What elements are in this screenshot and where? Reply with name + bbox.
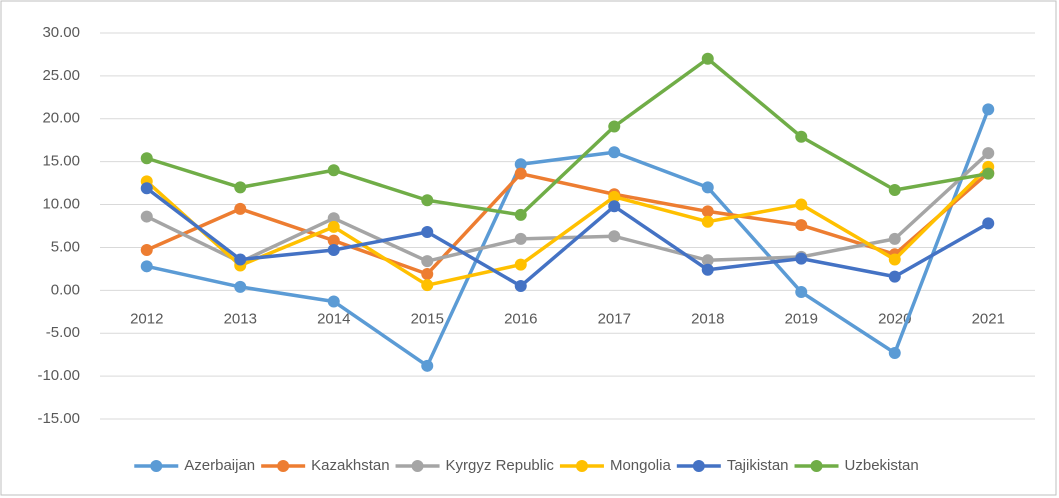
data-point bbox=[888, 346, 901, 359]
data-point bbox=[795, 252, 808, 265]
y-tick-label: 5.00 bbox=[51, 238, 80, 255]
data-point bbox=[140, 210, 153, 223]
data-point bbox=[701, 205, 714, 218]
data-point bbox=[140, 244, 153, 257]
x-tick-label: 2017 bbox=[598, 310, 631, 327]
y-tick-label: 10.00 bbox=[42, 196, 80, 213]
series-line bbox=[145, 165, 990, 287]
data-point bbox=[514, 167, 527, 180]
data-point bbox=[701, 263, 714, 276]
legend-label: Kazakhstan bbox=[311, 457, 389, 474]
series-line bbox=[146, 171, 990, 276]
data-point bbox=[327, 234, 340, 247]
data-point bbox=[701, 181, 714, 194]
legend: Azerbaijan Kazakhstan Kyrgyz Republic Mongo… bbox=[134, 457, 919, 474]
data-point bbox=[888, 232, 901, 245]
data-point bbox=[234, 280, 247, 293]
data-point bbox=[795, 130, 808, 143]
y-tick-label: 20.00 bbox=[42, 110, 80, 127]
data-point bbox=[795, 219, 808, 232]
data-point bbox=[514, 158, 527, 171]
data-point bbox=[421, 279, 434, 292]
x-tick-label: 2018 bbox=[691, 310, 724, 327]
data-point bbox=[608, 146, 621, 159]
y-tick-label: -15.00 bbox=[37, 410, 80, 427]
data-point bbox=[327, 295, 340, 308]
x-tick-label: 2016 bbox=[504, 310, 537, 327]
legend-label: Tajikistan bbox=[727, 457, 789, 474]
data-point bbox=[888, 253, 901, 266]
data-point bbox=[514, 280, 527, 293]
series-line bbox=[146, 108, 990, 368]
legend-swatch-marker bbox=[277, 460, 290, 472]
x-tick-label: 2013 bbox=[224, 310, 257, 327]
data-point bbox=[234, 181, 247, 194]
data-point bbox=[888, 183, 901, 196]
x-tick-label: 2021 bbox=[972, 310, 1005, 327]
data-point bbox=[234, 202, 247, 215]
data-point bbox=[421, 255, 434, 268]
data-point bbox=[421, 194, 434, 207]
data-point bbox=[140, 260, 153, 273]
data-point bbox=[701, 215, 714, 228]
y-tick-label: -10.00 bbox=[37, 367, 80, 384]
legend-swatch-marker bbox=[810, 460, 823, 472]
data-point bbox=[608, 200, 621, 213]
data-point bbox=[421, 226, 434, 239]
legend-label: Mongolia bbox=[610, 457, 672, 474]
x-tick-label: 2019 bbox=[785, 310, 818, 327]
data-point bbox=[421, 268, 434, 281]
data-point bbox=[327, 164, 340, 177]
series-line bbox=[145, 151, 990, 264]
x-tick-label: 2012 bbox=[130, 310, 163, 327]
legend-label: Kyrgyz Republic bbox=[446, 457, 555, 474]
data-point bbox=[421, 359, 434, 372]
legend-swatch-marker bbox=[575, 460, 588, 472]
data-point bbox=[327, 220, 340, 233]
y-tick-label: 0.00 bbox=[51, 281, 80, 298]
legend-label: Azerbaijan bbox=[184, 457, 255, 474]
data-point bbox=[327, 244, 340, 257]
y-tick-label: 15.00 bbox=[42, 153, 80, 170]
data-point bbox=[608, 230, 621, 243]
data-point bbox=[795, 286, 808, 299]
legend-swatch-marker bbox=[692, 460, 705, 472]
data-point bbox=[701, 52, 714, 65]
x-tick-label: 2014 bbox=[317, 310, 350, 327]
data-point bbox=[140, 152, 153, 165]
y-tick-label: 25.00 bbox=[42, 67, 80, 84]
data-point bbox=[701, 254, 714, 267]
data-point bbox=[608, 120, 621, 133]
data-point bbox=[514, 208, 527, 221]
x-tick-label: 2015 bbox=[411, 310, 444, 327]
legend-swatch-marker bbox=[150, 460, 163, 472]
data-point bbox=[234, 253, 247, 266]
data-point bbox=[795, 198, 808, 211]
data-point bbox=[888, 270, 901, 283]
data-point bbox=[514, 258, 527, 271]
data-point bbox=[514, 232, 527, 245]
series-line bbox=[146, 56, 989, 217]
data-point bbox=[982, 103, 995, 116]
data-point bbox=[140, 182, 153, 195]
y-tick-label: -5.00 bbox=[46, 324, 80, 341]
data-point bbox=[982, 167, 995, 180]
data-point bbox=[982, 217, 995, 230]
y-tick-label: 30.00 bbox=[42, 24, 80, 41]
data-point bbox=[327, 212, 340, 225]
legend-swatch-marker bbox=[411, 460, 424, 472]
x-tick-label: 2020 bbox=[878, 310, 911, 327]
series-line bbox=[145, 186, 990, 288]
data-point bbox=[982, 147, 995, 160]
data-point bbox=[608, 190, 621, 203]
legend-label: Uzbekistan bbox=[845, 457, 919, 474]
